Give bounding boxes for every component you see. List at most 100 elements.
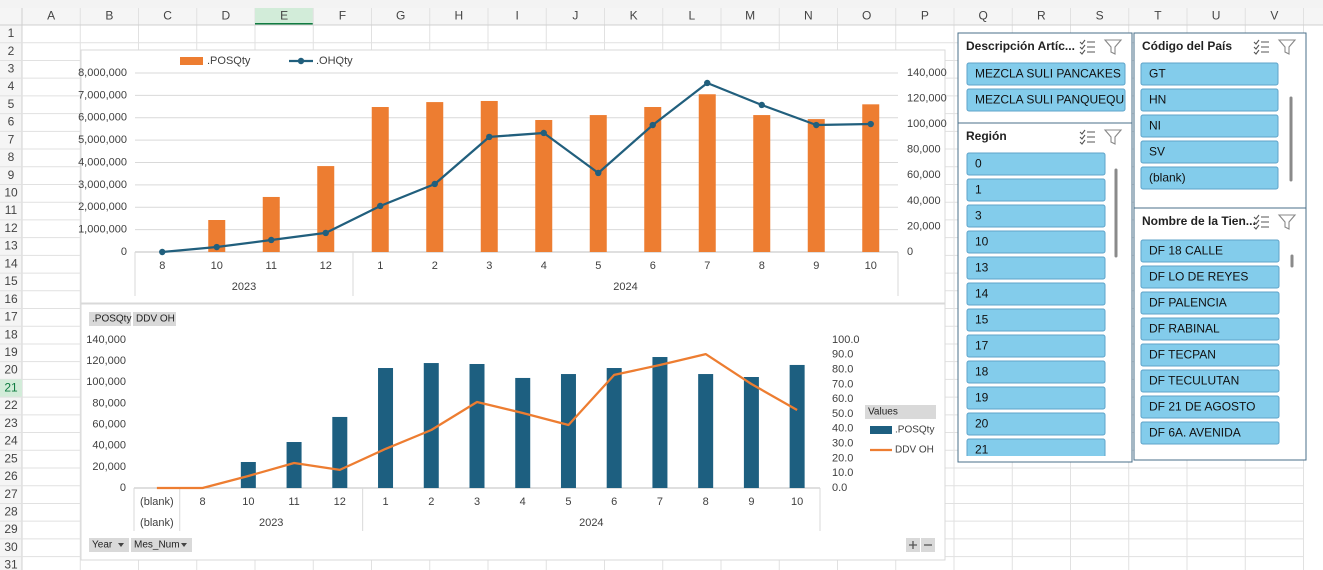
- slicer-item[interactable]: [966, 412, 1106, 436]
- column-header[interactable]: P: [921, 9, 929, 23]
- field-button[interactable]: [89, 312, 131, 326]
- row-header[interactable]: 2: [8, 44, 15, 58]
- column-header[interactable]: J: [572, 9, 578, 23]
- column-header[interactable]: E: [280, 9, 288, 23]
- row-header[interactable]: 17: [4, 310, 18, 324]
- slicer-item[interactable]: [966, 178, 1106, 202]
- row-header[interactable]: 13: [4, 239, 18, 253]
- slicer-item[interactable]: [966, 62, 1126, 86]
- slicer-item[interactable]: [1140, 291, 1280, 315]
- row-header[interactable]: 4: [8, 79, 15, 93]
- slicer-item[interactable]: [1140, 88, 1279, 112]
- slicer-item[interactable]: [1140, 114, 1279, 138]
- x-tick-label: 7: [704, 260, 710, 272]
- column-header[interactable]: V: [1270, 9, 1278, 23]
- clear-filter-icon[interactable]: [1103, 39, 1123, 55]
- slicer-item[interactable]: [1140, 140, 1279, 164]
- column-header[interactable]: D: [222, 9, 231, 23]
- slicer-item[interactable]: [966, 282, 1106, 306]
- slicer-item[interactable]: [966, 256, 1106, 280]
- slicer-item[interactable]: [966, 360, 1106, 384]
- column-header[interactable]: K: [630, 9, 638, 23]
- slicer-item[interactable]: [1140, 265, 1280, 289]
- column-header[interactable]: G: [396, 9, 405, 23]
- chart-area[interactable]: [80, 49, 946, 304]
- slicer-item[interactable]: [966, 88, 1126, 112]
- column-header[interactable]: A: [47, 9, 55, 23]
- slicer-item[interactable]: [1140, 421, 1280, 445]
- slicer-item[interactable]: [1140, 317, 1280, 341]
- column-header[interactable]: C: [163, 9, 172, 23]
- row-header[interactable]: 25: [4, 451, 18, 465]
- clear-filter-icon[interactable]: [1277, 214, 1297, 230]
- slicer-item[interactable]: [1140, 395, 1280, 419]
- multi-select-icon[interactable]: [1253, 214, 1269, 230]
- row-header[interactable]: 27: [4, 487, 18, 501]
- column-header[interactable]: I: [515, 9, 518, 23]
- clear-filter-icon[interactable]: [1103, 129, 1123, 145]
- row-header[interactable]: 6: [8, 115, 15, 129]
- legend-title-box[interactable]: [865, 405, 936, 419]
- row-header[interactable]: 11: [5, 203, 18, 217]
- row-header[interactable]: 14: [4, 256, 18, 270]
- field-button[interactable]: [131, 538, 192, 552]
- slicer-item[interactable]: [1140, 166, 1279, 190]
- column-header[interactable]: Q: [978, 9, 987, 23]
- row-header[interactable]: 3: [8, 61, 15, 75]
- slicer-item[interactable]: [1140, 369, 1280, 393]
- row-header[interactable]: 5: [8, 97, 15, 111]
- clear-filter-icon[interactable]: [1277, 39, 1297, 55]
- slicer-item[interactable]: [966, 308, 1106, 332]
- y2-tick-label: 40.0: [832, 423, 853, 435]
- column-header[interactable]: R: [1037, 9, 1046, 23]
- line-marker: [159, 248, 166, 256]
- row-header[interactable]: 9: [8, 168, 15, 182]
- row-header[interactable]: 20: [4, 363, 18, 377]
- column-header[interactable]: T: [1154, 9, 1162, 23]
- column-header[interactable]: H: [455, 9, 464, 23]
- row-header[interactable]: 18: [4, 327, 18, 341]
- row-header[interactable]: 21: [4, 380, 18, 394]
- slicer-item[interactable]: [1140, 62, 1279, 86]
- row-header[interactable]: 31: [4, 558, 18, 570]
- column-header[interactable]: O: [862, 9, 871, 23]
- row-header[interactable]: 16: [4, 292, 18, 306]
- slicer-item[interactable]: [966, 230, 1106, 254]
- row-header[interactable]: 8: [8, 150, 15, 164]
- line-marker: [758, 101, 765, 109]
- row-header[interactable]: 10: [4, 186, 18, 200]
- field-button[interactable]: [133, 312, 176, 326]
- multi-select-icon[interactable]: [1079, 39, 1095, 55]
- slicer-item[interactable]: [966, 334, 1106, 358]
- row-header[interactable]: 1: [8, 26, 15, 40]
- slicer-item[interactable]: [1140, 239, 1280, 263]
- row-header[interactable]: 26: [4, 469, 18, 483]
- column-header[interactable]: F: [339, 9, 346, 23]
- column-header[interactable]: N: [804, 9, 813, 23]
- row-header[interactable]: 30: [4, 540, 18, 554]
- row-header[interactable]: 12: [4, 221, 18, 235]
- slicer-item[interactable]: [1140, 343, 1280, 367]
- row-header[interactable]: 15: [4, 274, 18, 288]
- column-header[interactable]: L: [689, 9, 696, 23]
- field-button[interactable]: [89, 538, 129, 552]
- row-header[interactable]: 7: [8, 132, 15, 146]
- slicer-item[interactable]: [966, 386, 1106, 410]
- slicer-item-label: MEZCLA SULI PANQUEQU: [975, 93, 1124, 107]
- multi-select-icon[interactable]: [1253, 39, 1269, 55]
- column-header[interactable]: U: [1212, 9, 1221, 23]
- row-header[interactable]: 24: [4, 434, 18, 448]
- slicer-item[interactable]: [966, 204, 1106, 228]
- row-header[interactable]: 29: [4, 522, 18, 536]
- column-header[interactable]: B: [105, 9, 113, 23]
- row-header[interactable]: 23: [4, 416, 18, 430]
- row-header[interactable]: 22: [4, 398, 18, 412]
- column-header[interactable]: S: [1096, 9, 1104, 23]
- row-header[interactable]: 19: [4, 345, 18, 359]
- slicer-item[interactable]: [966, 152, 1106, 176]
- column-header[interactable]: M: [745, 9, 755, 23]
- multi-select-icon[interactable]: [1079, 129, 1095, 145]
- chart-area[interactable]: [80, 303, 946, 561]
- row-header[interactable]: 28: [4, 504, 18, 518]
- slicer-item[interactable]: [966, 438, 1106, 461]
